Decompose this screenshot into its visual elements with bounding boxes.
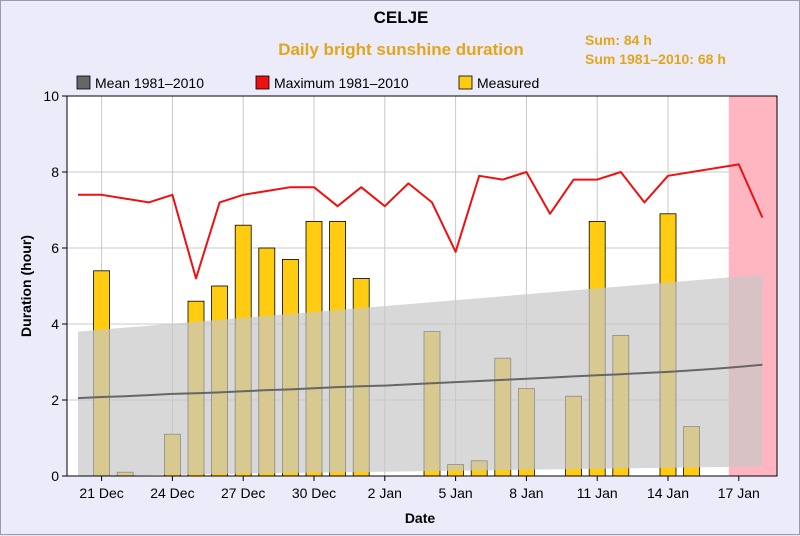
x-tick-label: 24 Dec xyxy=(150,485,194,501)
legend-label-mean: Mean 1981–2010 xyxy=(95,75,204,91)
y-tick-label: 0 xyxy=(51,468,59,484)
legend: Mean 1981–2010 Maximum 1981–2010 Measure… xyxy=(76,75,539,91)
mean-range-band-shape xyxy=(78,274,763,476)
sum-mean: Sum 1981–2010: 68 h xyxy=(585,51,726,67)
legend-swatch-mean xyxy=(76,75,91,90)
y-tick-label: 4 xyxy=(51,316,59,332)
plot-border xyxy=(66,95,778,477)
y-axis-ticks: 0 2 4 6 8 10 xyxy=(43,88,67,484)
x-tick-label: 5 Jan xyxy=(438,485,472,501)
x-tick-label: 8 Jan xyxy=(509,485,543,501)
chart-title: CELJE xyxy=(374,8,429,27)
x-axis-label: Date xyxy=(405,510,436,526)
chart-subtitle: Daily bright sunshine duration xyxy=(278,40,524,59)
legend-label-max: Maximum 1981–2010 xyxy=(274,75,409,91)
x-tick-label: 30 Dec xyxy=(292,485,336,501)
maximum-line xyxy=(78,163,764,280)
x-tick-label: 27 Dec xyxy=(221,485,265,501)
legend-label-measured: Measured xyxy=(477,75,539,91)
y-tick-label: 8 xyxy=(51,164,59,180)
x-tick-label: 11 Jan xyxy=(577,485,618,501)
series-lines xyxy=(77,163,764,400)
x-tick-label: 17 Jan xyxy=(718,485,760,501)
sum-measured: Sum: 84 h xyxy=(585,32,652,48)
mean-range-band xyxy=(78,274,763,476)
mean-line xyxy=(77,363,763,400)
y-axis-label: Duration (hour) xyxy=(18,235,34,337)
x-tick-label: 14 Jan xyxy=(647,485,689,501)
legend-swatch-max xyxy=(255,75,270,90)
x-tick-label: 2 Jan xyxy=(368,485,402,501)
y-tick-label: 6 xyxy=(51,240,59,256)
x-tick-label: 21 Dec xyxy=(79,485,123,501)
x-axis-ticks: 21 Dec 24 Dec 27 Dec 30 Dec 2 Jan 5 Jan 8 Jan 1… xyxy=(79,476,760,501)
y-tick-label: 2 xyxy=(51,392,59,408)
y-tick-label: 10 xyxy=(43,88,59,104)
legend-swatch-measured xyxy=(458,75,473,90)
